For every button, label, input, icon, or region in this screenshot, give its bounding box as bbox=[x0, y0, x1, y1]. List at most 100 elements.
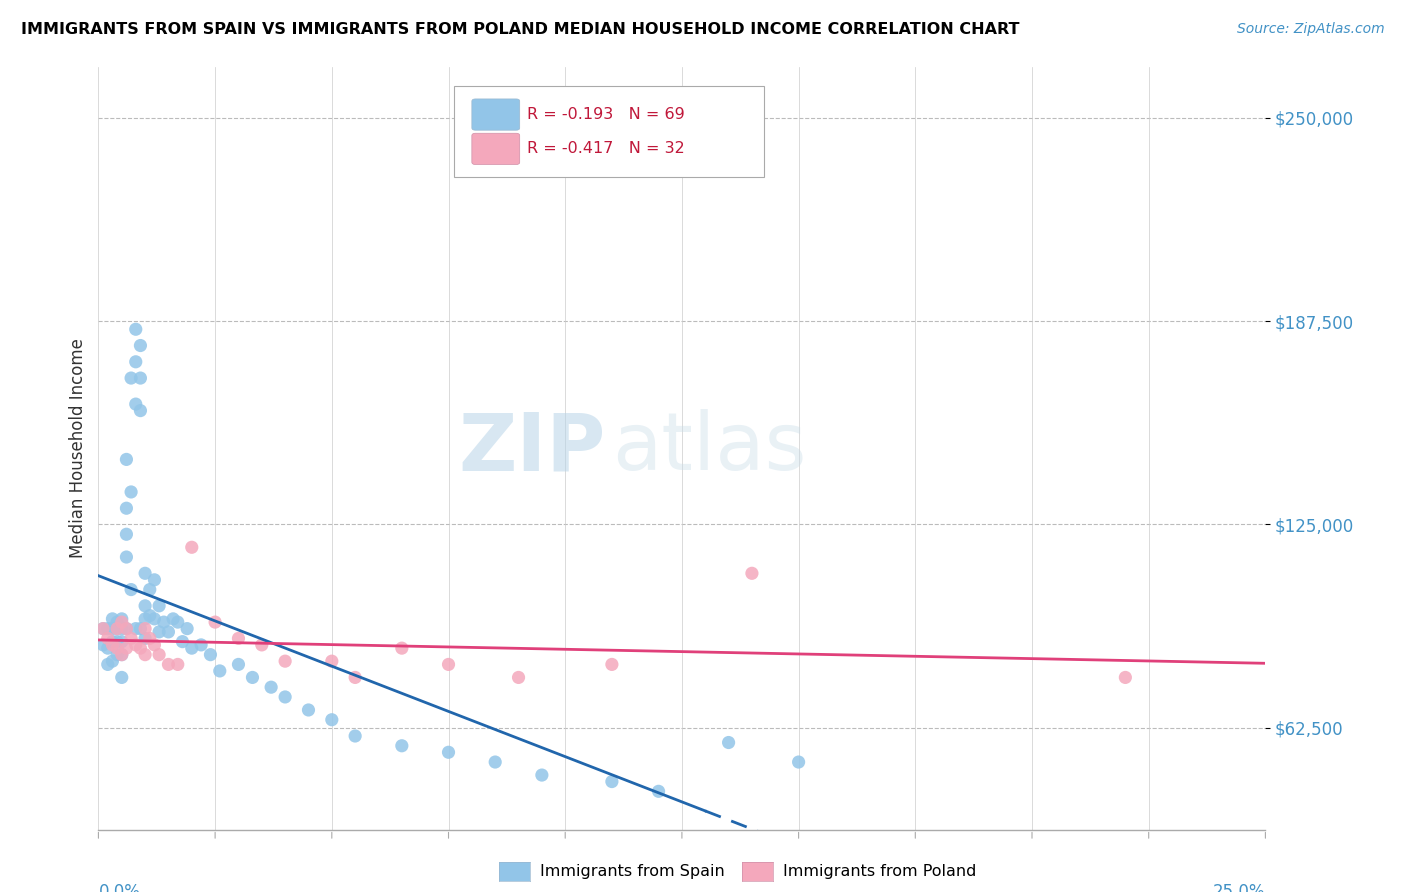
Point bbox=[105, 622, 128, 636]
Point bbox=[105, 641, 128, 656]
Point bbox=[166, 615, 188, 629]
Point bbox=[250, 638, 273, 652]
Point bbox=[120, 632, 142, 646]
Point bbox=[148, 624, 170, 639]
Point bbox=[134, 599, 156, 613]
Point bbox=[344, 670, 367, 684]
Point bbox=[125, 322, 148, 336]
Point bbox=[717, 735, 740, 749]
Point bbox=[97, 622, 120, 636]
Point bbox=[139, 582, 162, 597]
Point bbox=[228, 632, 250, 646]
Point bbox=[115, 501, 138, 516]
Point bbox=[129, 371, 152, 385]
Point bbox=[204, 615, 226, 629]
Point bbox=[101, 622, 124, 636]
Text: R = -0.417   N = 32: R = -0.417 N = 32 bbox=[527, 141, 685, 156]
Point bbox=[111, 634, 134, 648]
Point bbox=[143, 612, 166, 626]
Point bbox=[148, 648, 170, 662]
FancyBboxPatch shape bbox=[472, 133, 520, 164]
Point bbox=[134, 612, 156, 626]
Point bbox=[143, 573, 166, 587]
Point bbox=[134, 632, 156, 646]
Point bbox=[134, 566, 156, 581]
Point bbox=[105, 622, 128, 636]
Point bbox=[600, 657, 623, 672]
Point bbox=[152, 615, 174, 629]
Point bbox=[115, 641, 138, 656]
Point bbox=[97, 632, 120, 646]
Text: atlas: atlas bbox=[612, 409, 806, 487]
Point bbox=[484, 755, 506, 769]
Point bbox=[91, 622, 114, 636]
Point bbox=[297, 703, 319, 717]
Point bbox=[600, 774, 623, 789]
Point bbox=[321, 654, 343, 668]
Point bbox=[162, 612, 184, 626]
Point bbox=[129, 403, 152, 417]
Point bbox=[115, 622, 138, 636]
Point bbox=[148, 599, 170, 613]
Point bbox=[111, 648, 134, 662]
FancyBboxPatch shape bbox=[472, 99, 520, 130]
Point bbox=[321, 713, 343, 727]
Point bbox=[741, 566, 763, 581]
Point bbox=[242, 670, 264, 684]
Point bbox=[129, 338, 152, 352]
Text: Source: ZipAtlas.com: Source: ZipAtlas.com bbox=[1237, 22, 1385, 37]
Text: 0.0%: 0.0% bbox=[98, 883, 141, 892]
Point bbox=[391, 739, 413, 753]
Point bbox=[787, 755, 810, 769]
Point bbox=[125, 638, 148, 652]
Text: ZIP: ZIP bbox=[458, 409, 606, 487]
Text: Immigrants from Spain: Immigrants from Spain bbox=[540, 864, 724, 879]
Point bbox=[101, 654, 124, 668]
Point bbox=[647, 784, 669, 798]
Point bbox=[157, 657, 180, 672]
Point bbox=[97, 657, 120, 672]
Point bbox=[200, 648, 222, 662]
Point bbox=[105, 634, 128, 648]
Point bbox=[129, 622, 152, 636]
Point bbox=[111, 670, 134, 684]
Point bbox=[157, 624, 180, 639]
Point bbox=[115, 549, 138, 564]
Point bbox=[508, 670, 530, 684]
Point bbox=[391, 641, 413, 656]
Point bbox=[115, 452, 138, 467]
Point bbox=[139, 632, 162, 646]
Text: R = -0.193   N = 69: R = -0.193 N = 69 bbox=[527, 107, 685, 121]
Point bbox=[176, 622, 198, 636]
Y-axis label: Median Household Income: Median Household Income bbox=[69, 338, 87, 558]
Point bbox=[143, 638, 166, 652]
Point bbox=[190, 638, 212, 652]
Point bbox=[97, 641, 120, 656]
Point bbox=[111, 612, 134, 626]
Point bbox=[180, 541, 202, 555]
FancyBboxPatch shape bbox=[454, 86, 763, 178]
Point bbox=[172, 634, 194, 648]
Point bbox=[111, 622, 134, 636]
Point bbox=[91, 622, 114, 636]
Point bbox=[134, 648, 156, 662]
Point bbox=[105, 648, 128, 662]
Point bbox=[111, 615, 134, 629]
Point bbox=[125, 622, 148, 636]
Point bbox=[139, 608, 162, 623]
Point bbox=[120, 582, 142, 597]
Point bbox=[105, 615, 128, 629]
Point bbox=[274, 654, 297, 668]
Point bbox=[1114, 670, 1136, 684]
Point bbox=[101, 634, 124, 648]
Point bbox=[91, 638, 114, 652]
Point bbox=[111, 648, 134, 662]
Text: 25.0%: 25.0% bbox=[1213, 883, 1265, 892]
Point bbox=[120, 371, 142, 385]
Point bbox=[437, 657, 460, 672]
Point bbox=[180, 641, 202, 656]
Point bbox=[530, 768, 553, 782]
Point bbox=[101, 638, 124, 652]
Point bbox=[260, 680, 283, 694]
Point bbox=[344, 729, 367, 743]
